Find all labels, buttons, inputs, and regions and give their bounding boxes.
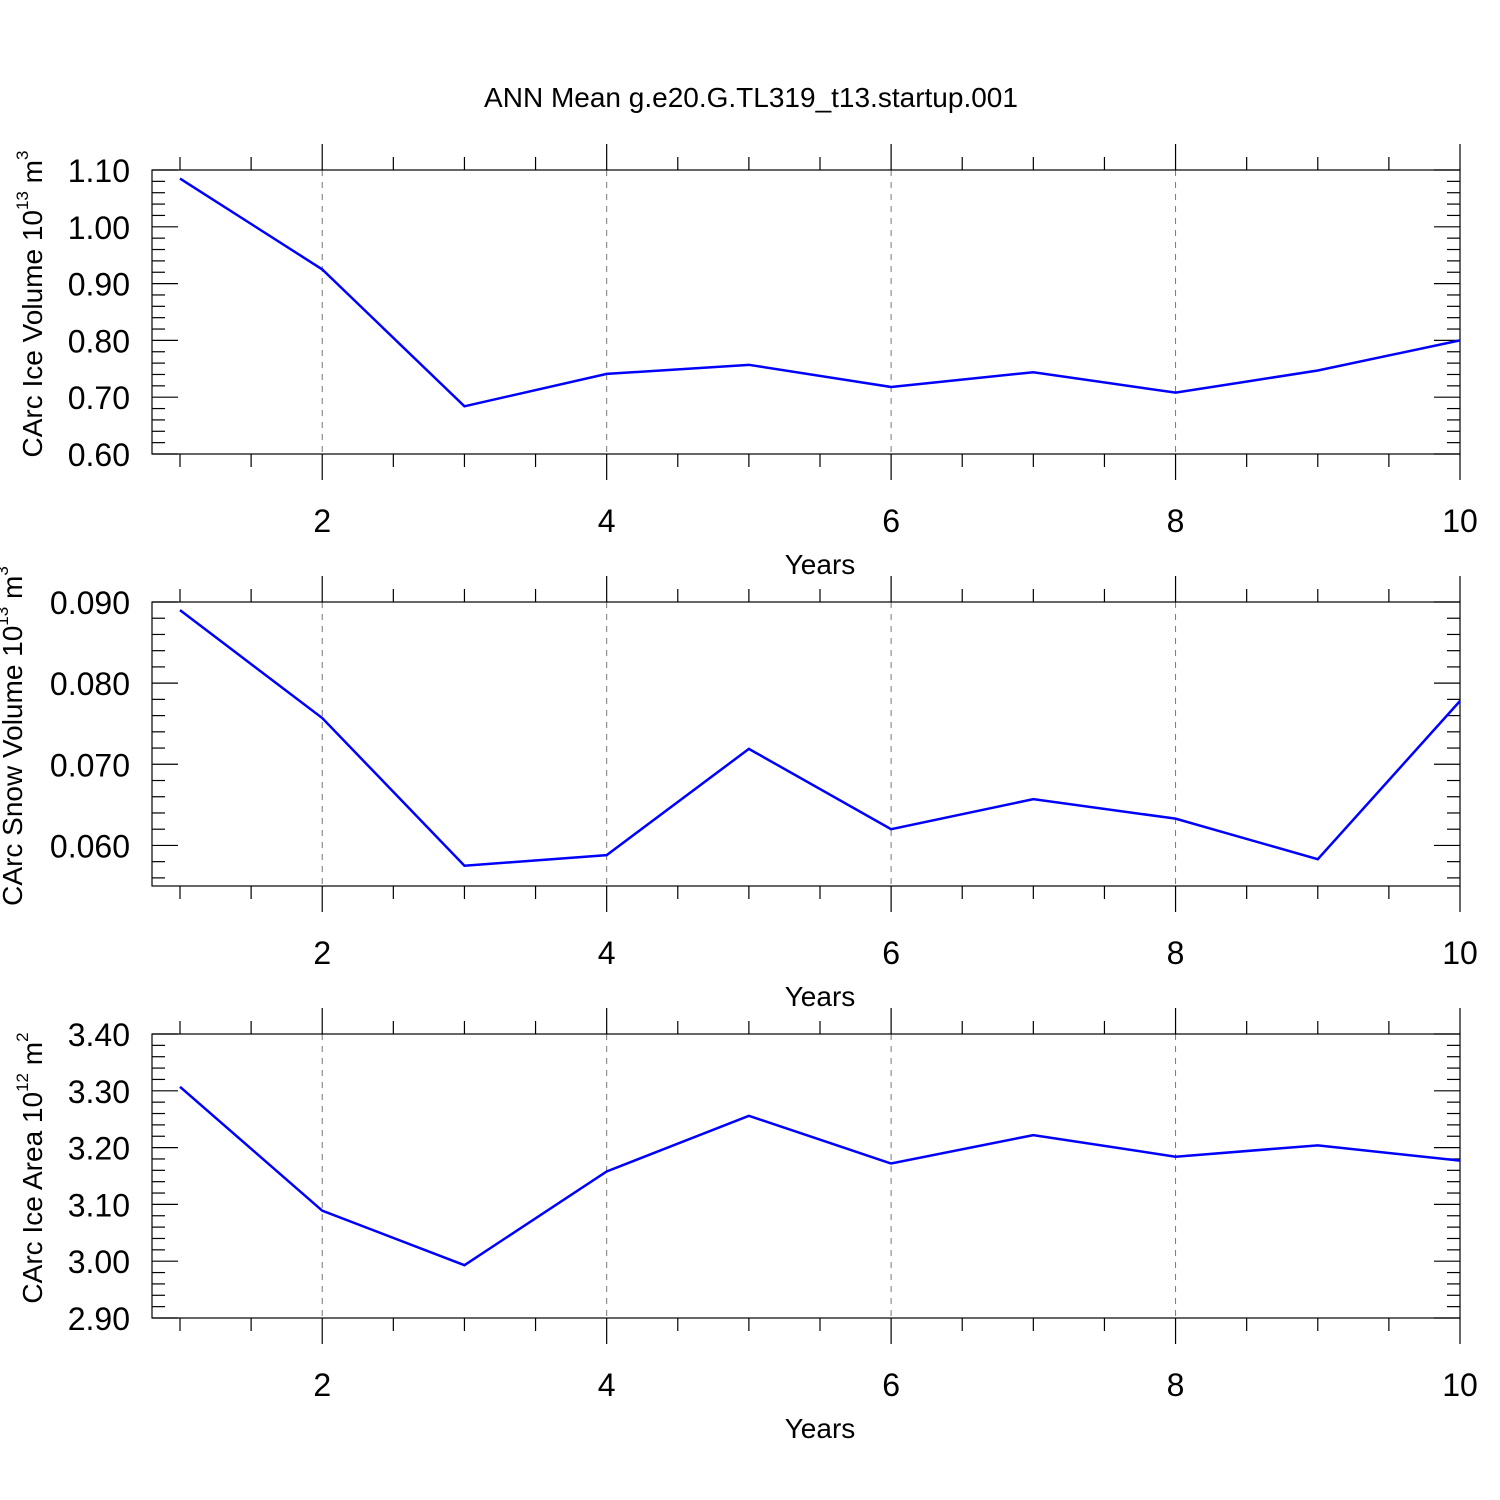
x-tick-label: 8 <box>1167 935 1185 971</box>
y-tick-label: 0.60 <box>68 437 130 473</box>
y-tick-label: 1.00 <box>68 210 130 246</box>
y-axis-label-main: CArc Ice Volume 10 <box>17 210 48 457</box>
y-tick-label: 0.070 <box>50 747 130 783</box>
y-axis-label-main: CArc Ice Area 10 <box>17 1092 48 1304</box>
y-axis-label-unit: m <box>17 160 48 191</box>
panel-1: 2 4 6 8 10 0.60 0.70 0.80 0.90 1.00 1.10 Years CArc … <box>13 144 1478 580</box>
y-tick-label: 0.080 <box>50 666 130 702</box>
y-tick-label: 0.090 <box>50 585 130 621</box>
x-tick-label: 2 <box>313 1367 331 1403</box>
panel-3: 2 4 6 8 10 2.90 3.00 3.10 3.20 3.30 3.40 Years CArc … <box>13 1008 1478 1444</box>
x-tick-label: 4 <box>598 1367 616 1403</box>
x-tick-label: 8 <box>1167 503 1185 539</box>
y-axis-label-exp: 13 <box>0 607 12 626</box>
y-axis-label-unit: m <box>0 576 28 607</box>
y-tick-label: 0.70 <box>68 380 130 416</box>
x-tick-label: 4 <box>598 503 616 539</box>
x-tick-label: 10 <box>1442 935 1478 971</box>
y-tick-label: 1.10 <box>68 153 130 189</box>
y-axis-label: CArc Snow Volume 1013 m3 <box>0 566 28 906</box>
y-axis-label-main: CArc Snow Volume 10 <box>0 626 28 906</box>
panels: 2 4 6 8 10 0.60 0.70 0.80 0.90 1.00 1.10 Years CArc … <box>0 144 1478 1444</box>
y-axis-label-unit: m <box>17 1042 48 1073</box>
y-axis-label-unit-exp: 2 <box>13 1032 32 1041</box>
x-tick-label: 2 <box>313 503 331 539</box>
x-axis-label: Years <box>785 1413 856 1444</box>
y-axis-label-unit-exp: 3 <box>13 151 32 160</box>
y-tick-label: 3.10 <box>68 1187 130 1223</box>
y-axis-label-exp: 13 <box>13 191 32 210</box>
plot-frame <box>151 169 1461 455</box>
x-tick-label: 8 <box>1167 1367 1185 1403</box>
y-axis-label-unit-exp: 3 <box>0 566 12 575</box>
y-tick-label: 3.30 <box>68 1074 130 1110</box>
series-line <box>179 177 1461 408</box>
x-axis-label: Years <box>785 549 856 580</box>
y-tick-label: 3.20 <box>68 1131 130 1167</box>
series-line <box>179 1085 1461 1267</box>
y-tick-label: 0.060 <box>50 828 130 864</box>
panel-2: 2 4 6 8 10 0.060 0.070 0.080 0.090 Years CArc Snow… <box>0 566 1478 1012</box>
x-tick-label: 6 <box>882 935 900 971</box>
y-axis-label: CArc Ice Volume 1013 m3 <box>13 151 48 458</box>
plot-frame <box>151 1033 1461 1319</box>
y-axis-label-exp: 12 <box>13 1073 32 1092</box>
y-tick-label: 0.80 <box>68 323 130 359</box>
y-tick-label: 3.40 <box>68 1017 130 1053</box>
plot-frame <box>151 601 1461 887</box>
y-axis-label: CArc Ice Area 1012 m2 <box>13 1032 48 1303</box>
x-tick-label: 6 <box>882 1367 900 1403</box>
y-tick-label: 3.00 <box>68 1244 130 1280</box>
x-tick-label: 10 <box>1442 1367 1478 1403</box>
x-tick-label: 6 <box>882 503 900 539</box>
x-tick-label: 2 <box>313 935 331 971</box>
x-tick-label: 10 <box>1442 503 1478 539</box>
y-tick-label: 0.90 <box>68 267 130 303</box>
x-tick-label: 4 <box>598 935 616 971</box>
series-line <box>179 609 1461 868</box>
y-tick-label: 2.90 <box>68 1301 130 1337</box>
chart-title: ANN Mean g.e20.G.TL319_t13.startup.001 <box>484 82 1018 113</box>
x-axis-label: Years <box>785 981 856 1012</box>
